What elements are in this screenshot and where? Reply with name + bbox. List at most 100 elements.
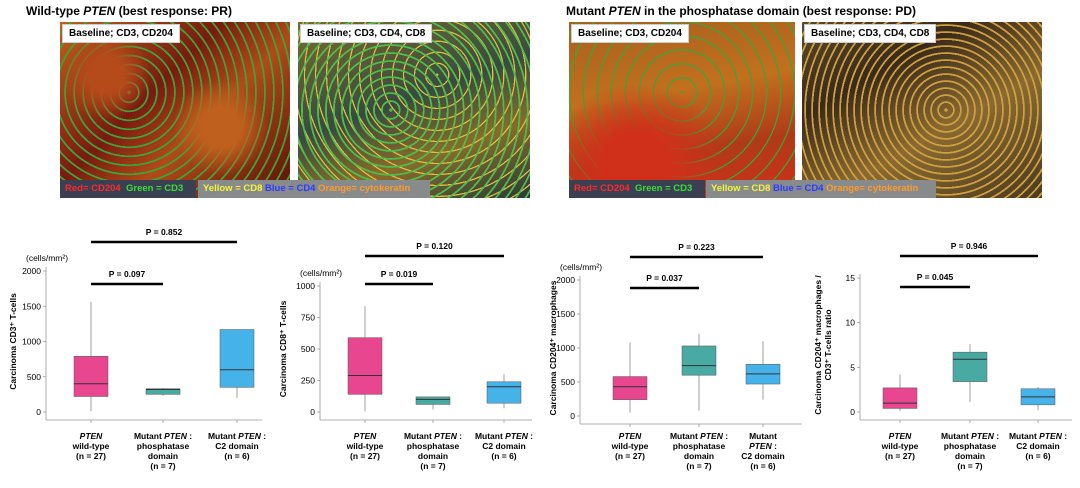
y-axis-title: Carcinoma CD204⁺ macrophages / <box>813 275 823 415</box>
group-label-line: (n = 6) <box>750 461 775 471</box>
box <box>415 396 451 405</box>
pvalue-label: P = 0.097 <box>109 269 146 279</box>
group-label-line: domain <box>418 451 448 461</box>
y-unit-label: (cells/mm²) <box>300 268 342 278</box>
y-tick-label: 2000 <box>22 266 41 276</box>
y-axis-title: Carcinoma CD204⁺ macrophages <box>548 280 558 415</box>
chart-cd204-cd3-ratio: 0 5 10 15 Carcinoma CD204⁺ macrophages / CD3⁺… <box>813 241 1072 471</box>
group-label-line: Mutant PTEN : <box>941 431 999 441</box>
group-label-line: (n = 27) <box>350 451 380 461</box>
group-label-line: Mutant PTEN : <box>134 431 192 441</box>
group-label-line: wild-type <box>881 441 919 451</box>
box <box>612 376 648 400</box>
right-panel-title: Mutant PTEN in the phosphatase domain (b… <box>566 4 917 18</box>
group-label-line: (n = 6) <box>1025 451 1050 461</box>
group-label-line: PTEN <box>619 431 643 441</box>
y-tick-label: 0 <box>850 407 855 417</box>
box <box>952 351 988 382</box>
y-tick-label: 500 <box>27 372 41 382</box>
group-label-line: C2 domain <box>215 441 258 451</box>
y-axis-title: Carcinoma CD3⁺ T-cells <box>8 293 18 390</box>
group-label-line: C2 domain <box>741 451 784 461</box>
group-label-line: C2 domain <box>1016 441 1059 451</box>
group-label-line: wild-type <box>346 441 384 451</box>
y-tick-label: 250 <box>301 376 315 386</box>
box <box>486 381 522 404</box>
y-tick-label: 10 <box>846 318 856 328</box>
group-label-line: Mutant PTEN : <box>670 431 728 441</box>
y-tick-label: 750 <box>301 313 315 323</box>
right-image-cd3-cd4-cd8: Baseline; CD3, CD4, CD8 <box>802 22 1042 198</box>
box <box>882 387 918 409</box>
y-tick-label: 1000 <box>22 337 41 347</box>
legend-yellow-blue-orange: Yellow = CD8 Blue = CD4 Orange= cytokera… <box>198 180 430 198</box>
y-tick-label: 500 <box>301 344 315 354</box>
image-label: Baseline; CD3, CD204 <box>571 24 689 43</box>
y-axis-title: CD3⁺ T-cells ratio <box>823 309 833 380</box>
group-label-line: domain <box>148 451 178 461</box>
group-label-line: wild-type <box>611 441 649 451</box>
group-label-line: Mutant PTEN : <box>404 431 462 441</box>
chart-cd8-tcells: 0 250 500 750 1000 (cells/mm²) Carcinoma CD8⁺ … <box>278 241 533 471</box>
group-label-line: phosphatase <box>673 441 726 451</box>
box <box>347 337 383 395</box>
y-tick-label: 5 <box>850 362 855 372</box>
box <box>73 356 109 397</box>
group-label-line: Mutant PTEN : <box>1009 431 1067 441</box>
y-tick-label: 1000 <box>556 343 575 353</box>
group-label-line: domain <box>955 451 985 461</box>
group-label-line: PTEN <box>889 431 913 441</box>
y-tick-label: 0 <box>570 411 575 421</box>
group-label-line: PTEN : <box>749 441 777 451</box>
left-panel-title: Wild-type PTEN (best response: PR) <box>26 4 232 18</box>
chart-body: 0 5 10 15 Carcinoma CD204⁺ macrophages / CD3⁺… <box>813 241 1072 471</box>
group-label-line: (n = 27) <box>615 451 645 461</box>
y-tick-label: 0 <box>310 407 315 417</box>
y-tick-label: 1500 <box>556 309 575 319</box>
box <box>681 345 717 376</box>
group-label-line: (n = 7) <box>150 461 175 471</box>
group-label-line: PTEN <box>80 431 104 441</box>
pvalue-label: P = 0.223 <box>678 242 715 252</box>
chart-body: 0 250 500 750 1000 (cells/mm²) Carcinoma CD8⁺ … <box>278 241 533 471</box>
box <box>219 329 255 388</box>
left-image-cd3-cd4-cd8: Baseline; CD3, CD4, CD8 <box>298 22 530 198</box>
y-tick-label: 0 <box>36 407 41 417</box>
image-label: Baseline; CD3, CD4, CD8 <box>300 24 433 43</box>
chart-cd3-tcells: 0 500 1000 1500 2000 (cells/mm²) Carcinoma CD3… <box>8 227 266 471</box>
y-tick-label: 500 <box>561 377 575 387</box>
y-tick-label: 1500 <box>22 301 41 311</box>
y-tick-label: 1000 <box>296 281 315 291</box>
pvalue-label: P = 0.946 <box>951 241 988 251</box>
chart-body: 0 500 1000 1500 2000 (cells/mm²) Carcinoma CD3… <box>8 227 266 471</box>
group-label-line: (n = 6) <box>224 451 249 461</box>
chart-body: 0 500 1000 1500 2000 (cells/mm²)Carcinoma CD2… <box>548 242 802 471</box>
chart-cd204-macrophages: 0 500 1000 1500 2000 (cells/mm²)Carcinoma CD2… <box>548 242 802 471</box>
group-label-line: (n = 7) <box>686 461 711 471</box>
group-label-line: phosphatase <box>944 441 997 451</box>
legend-red-green: Red= CD204 Green = CD3 <box>569 180 705 198</box>
legend-red-green: Red= CD204 Green = CD3 <box>60 180 196 198</box>
pvalue-label: P = 0.120 <box>416 241 453 251</box>
group-label-line: wild-type <box>72 441 110 451</box>
pvalue-label: P = 0.852 <box>146 227 183 237</box>
right-image-cd3-cd204: Baseline; CD3, CD204 <box>569 22 795 198</box>
pvalue-label: P = 0.045 <box>917 272 954 282</box>
y-unit-label: (cells/mm²) <box>560 262 602 272</box>
box <box>145 388 181 395</box>
y-unit-label: (cells/mm²) <box>26 253 68 263</box>
group-label-line: Mutant <box>749 431 777 441</box>
group-label-line: phosphatase <box>137 441 190 451</box>
group-label-line: phosphatase <box>407 441 460 451</box>
group-label-line: C2 domain <box>482 441 525 451</box>
legend-yellow-blue-orange: Yellow = CD8 Blue = CD4 Orange= cytokera… <box>706 180 936 198</box>
group-label-line: domain <box>684 451 714 461</box>
group-label-line: (n = 6) <box>491 451 516 461</box>
pvalue-label: P = 0.019 <box>381 269 418 279</box>
left-image-cd3-cd204: Baseline; CD3, CD204 <box>60 22 290 198</box>
group-label-line: (n = 7) <box>957 461 982 471</box>
y-tick-label: 2000 <box>556 275 575 285</box>
group-label-line: (n = 27) <box>885 451 915 461</box>
y-axis-title: Carcinoma CD8⁺ T-cells <box>278 300 288 397</box>
image-label: Baseline; CD3, CD4, CD8 <box>804 24 937 43</box>
